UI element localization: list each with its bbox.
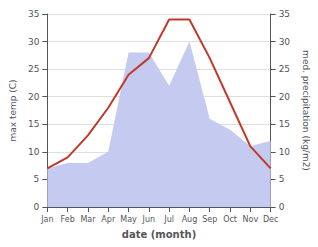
svg-text:5: 5	[34, 174, 40, 184]
svg-text:35: 35	[279, 9, 290, 19]
svg-text:25: 25	[28, 64, 39, 74]
svg-text:max temp (C): max temp (C)	[8, 79, 18, 141]
svg-text:Sep: Sep	[202, 215, 217, 224]
svg-text:0: 0	[34, 202, 40, 212]
svg-text:Feb: Feb	[61, 215, 75, 224]
svg-text:Jun: Jun	[142, 215, 156, 224]
svg-text:date (month): date (month)	[122, 229, 196, 240]
svg-text:Oct: Oct	[223, 215, 237, 224]
svg-text:30: 30	[279, 37, 291, 47]
svg-text:Dec: Dec	[263, 215, 278, 224]
svg-text:20: 20	[28, 92, 40, 102]
svg-text:Jul: Jul	[163, 215, 174, 224]
svg-text:5: 5	[279, 174, 285, 184]
svg-text:15: 15	[28, 119, 39, 129]
svg-text:May: May	[120, 215, 137, 224]
svg-text:10: 10	[279, 147, 291, 157]
svg-text:30: 30	[28, 37, 40, 47]
svg-text:Nov: Nov	[243, 215, 259, 224]
svg-text:Mar: Mar	[80, 215, 96, 224]
svg-text:0: 0	[279, 202, 285, 212]
svg-text:15: 15	[279, 119, 290, 129]
svg-text:20: 20	[279, 92, 291, 102]
svg-text:Aug: Aug	[182, 215, 198, 224]
svg-text:med. precipitation (kg/m2): med. precipitation (kg/m2)	[301, 50, 311, 171]
svg-text:25: 25	[279, 64, 290, 74]
svg-text:35: 35	[28, 9, 39, 19]
svg-text:10: 10	[28, 147, 40, 157]
svg-text:Jan: Jan	[40, 215, 53, 224]
svg-text:Apr: Apr	[101, 215, 116, 224]
